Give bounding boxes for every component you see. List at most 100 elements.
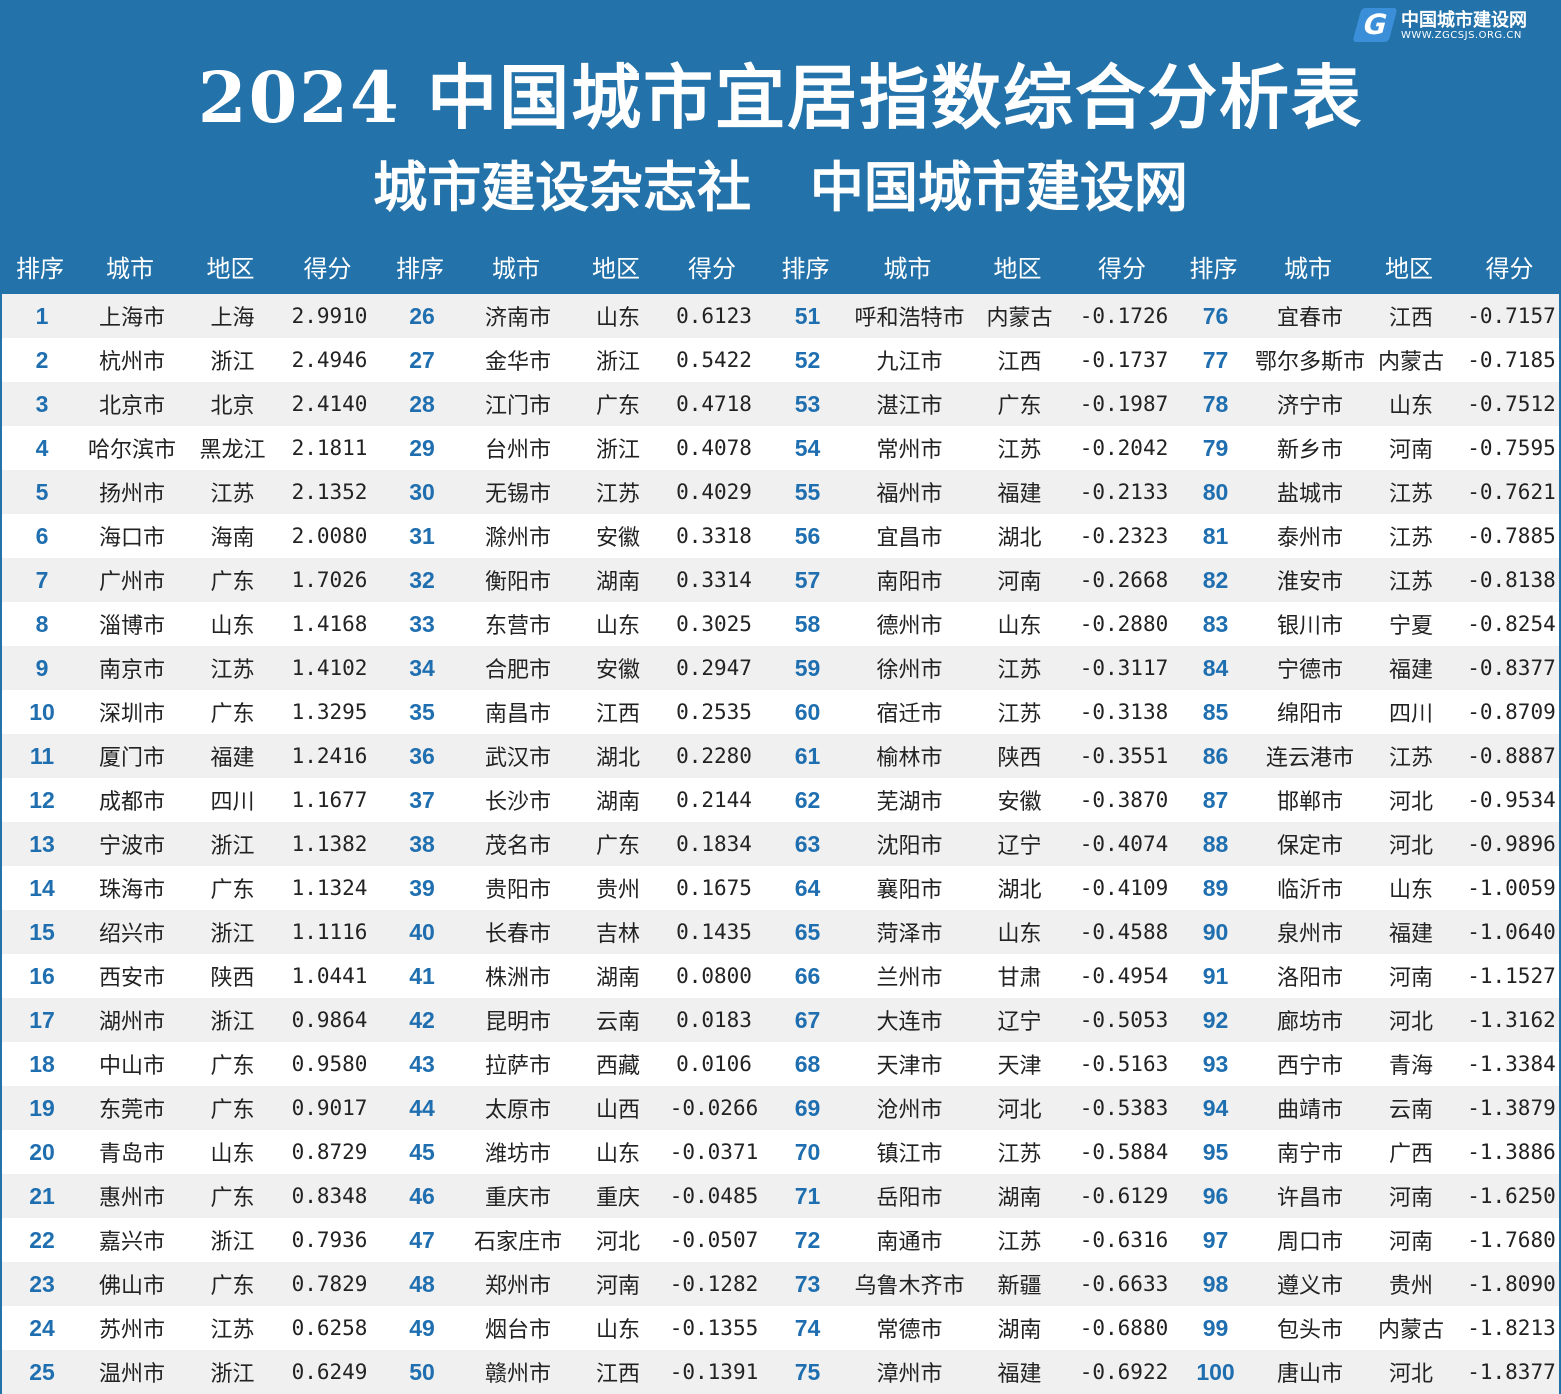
cell-region: 山东 xyxy=(997,922,1042,947)
cell-rank: 62 xyxy=(794,786,821,813)
cell-score: -1.3162 xyxy=(1467,1008,1556,1032)
cell-rank: 95 xyxy=(1202,1138,1229,1165)
table-row: 15 绍兴市 浙江 1.1116 40 长春市 吉林 0.1435 65 菏泽市 山东 -0.4588… xyxy=(2,910,1559,954)
cell-score: 0.0183 xyxy=(676,1008,752,1032)
cell-rank: 48 xyxy=(409,1270,435,1297)
cell-rank: 69 xyxy=(794,1094,821,1121)
cell-rank: 56 xyxy=(794,522,821,549)
cell-region: 江西 xyxy=(1388,306,1433,331)
cell-region: 河北 xyxy=(1388,1362,1433,1387)
cell-region: 贵州 xyxy=(1388,1274,1433,1299)
cell-region: 广西 xyxy=(1388,1142,1433,1167)
cell-score: -0.7157 xyxy=(1467,304,1556,328)
cell-city: 南阳市 xyxy=(876,570,943,595)
cell-rank: 21 xyxy=(29,1182,55,1209)
cell-city: 绍兴市 xyxy=(98,922,165,947)
cell-rank: 53 xyxy=(794,390,821,417)
cell-score: -0.1391 xyxy=(669,1360,759,1384)
cell-city: 东营市 xyxy=(484,614,551,639)
cell-score: 0.0800 xyxy=(676,964,752,988)
cell-score: -0.0371 xyxy=(669,1140,759,1164)
cell-score: 0.2144 xyxy=(676,788,752,812)
cell-rank: 6 xyxy=(35,522,49,549)
cell-score: -0.8254 xyxy=(1467,612,1556,636)
watermark-name: 中国城市建设网 xyxy=(1401,10,1527,31)
cell-region: 河南 xyxy=(595,1274,640,1299)
cell-city: 周口市 xyxy=(1276,1230,1343,1255)
cell-rank: 43 xyxy=(409,1050,435,1077)
cell-city: 上海市 xyxy=(98,306,165,331)
cell-region: 江苏 xyxy=(997,1142,1042,1167)
cell-region: 河北 xyxy=(595,1230,640,1255)
table-row: 7 广州市 广东 1.7026 32 衡阳市 湖南 0.3314 57 南阳市 河南 -0.2668 8… xyxy=(2,558,1559,602)
cell-score: 0.9864 xyxy=(291,1008,368,1032)
cell-region: 山东 xyxy=(595,1318,640,1343)
cell-score: -1.0640 xyxy=(1467,920,1556,944)
cell-rank: 68 xyxy=(794,1050,821,1077)
cell-rank: 3 xyxy=(35,390,49,417)
cell-city: 湛江市 xyxy=(876,394,943,419)
cell-rank: 73 xyxy=(794,1270,821,1297)
table-header: 排序 城市 地区 得分 排序 城市 地区 得分 排序 城市 地区 得分 排序 城市 地区 得分 xyxy=(0,240,1561,292)
cell-score: -0.7185 xyxy=(1467,348,1556,372)
cell-region: 山东 xyxy=(210,614,255,639)
cell-rank: 20 xyxy=(29,1138,55,1165)
table-row: 19 东莞市 广东 0.9017 44 太原市 山西 -0.0266 69 沧州市 河北 -0.538… xyxy=(2,1086,1559,1130)
cell-rank: 50 xyxy=(409,1358,435,1385)
cell-score: 0.1435 xyxy=(676,920,752,944)
cell-region: 广东 xyxy=(210,570,255,595)
cell-city: 沈阳市 xyxy=(876,834,943,859)
cell-rank: 32 xyxy=(409,566,435,593)
cell-score: 0.5422 xyxy=(676,348,752,372)
cell-score: 0.7936 xyxy=(291,1228,368,1252)
cell-region: 湖南 xyxy=(595,966,640,991)
cell-score: -0.3117 xyxy=(1079,656,1169,680)
cell-region: 广东 xyxy=(595,394,640,419)
cell-rank: 45 xyxy=(409,1138,435,1165)
cell-region: 四川 xyxy=(1388,702,1433,727)
cell-city: 德州市 xyxy=(876,614,943,639)
cell-score: -1.1527 xyxy=(1467,964,1556,988)
cell-score: -0.6129 xyxy=(1079,1184,1169,1208)
cell-city: 常德市 xyxy=(876,1318,943,1343)
cell-rank: 54 xyxy=(794,434,821,461)
cell-city: 西宁市 xyxy=(1276,1054,1343,1079)
cell-rank: 65 xyxy=(794,918,821,945)
cell-city: 成都市 xyxy=(98,790,165,815)
cell-city: 廊坊市 xyxy=(1276,1010,1343,1035)
cell-score: -0.0507 xyxy=(669,1228,759,1252)
cell-rank: 81 xyxy=(1202,522,1229,549)
cell-rank: 9 xyxy=(35,654,49,681)
cell-region: 吉林 xyxy=(595,922,640,947)
cell-score: 0.1675 xyxy=(676,876,752,900)
cell-city: 温州市 xyxy=(98,1362,165,1387)
cell-region: 江苏 xyxy=(210,1318,255,1343)
cell-region: 湖北 xyxy=(997,526,1042,551)
cell-region: 内蒙古 xyxy=(1377,350,1444,375)
cell-rank: 4 xyxy=(35,434,49,461)
cell-score: 0.6258 xyxy=(291,1316,368,1340)
cell-rank: 90 xyxy=(1202,918,1229,945)
page-subtitle: 城市建设杂志社 中国城市建设网 xyxy=(373,155,1188,219)
cell-rank: 55 xyxy=(794,478,821,505)
cell-rank: 16 xyxy=(29,962,55,989)
cell-rank: 5 xyxy=(35,478,49,505)
cell-city: 苏州市 xyxy=(98,1318,165,1343)
watermark: G 中国城市建设网 WWW.ZGCSJS.ORG.CN xyxy=(1352,6,1547,46)
cell-score: 1.1677 xyxy=(291,788,368,812)
cell-score: 0.9017 xyxy=(291,1096,368,1120)
cell-score: -0.1726 xyxy=(1079,304,1169,328)
cell-city: 湖州市 xyxy=(98,1010,165,1035)
table-row: 3 北京市 北京 2.4140 28 江门市 广东 0.4718 53 湛江市 广东 -0.1987 7… xyxy=(2,382,1559,426)
cell-rank: 22 xyxy=(29,1226,55,1253)
cell-region: 云南 xyxy=(595,1010,640,1035)
cell-rank: 35 xyxy=(409,698,435,725)
table-row: 16 西安市 陕西 1.0441 41 株洲市 湖南 0.0800 66 兰州市 甘肃 -0.4954… xyxy=(2,954,1559,998)
cell-rank: 39 xyxy=(409,874,435,901)
cell-score: 1.7026 xyxy=(291,568,368,592)
cell-rank: 28 xyxy=(409,390,435,417)
cell-score: -0.1737 xyxy=(1079,348,1169,372)
cell-region: 辽宁 xyxy=(997,1010,1042,1035)
cell-city: 常州市 xyxy=(876,438,943,463)
cell-city: 济宁市 xyxy=(1276,394,1343,419)
